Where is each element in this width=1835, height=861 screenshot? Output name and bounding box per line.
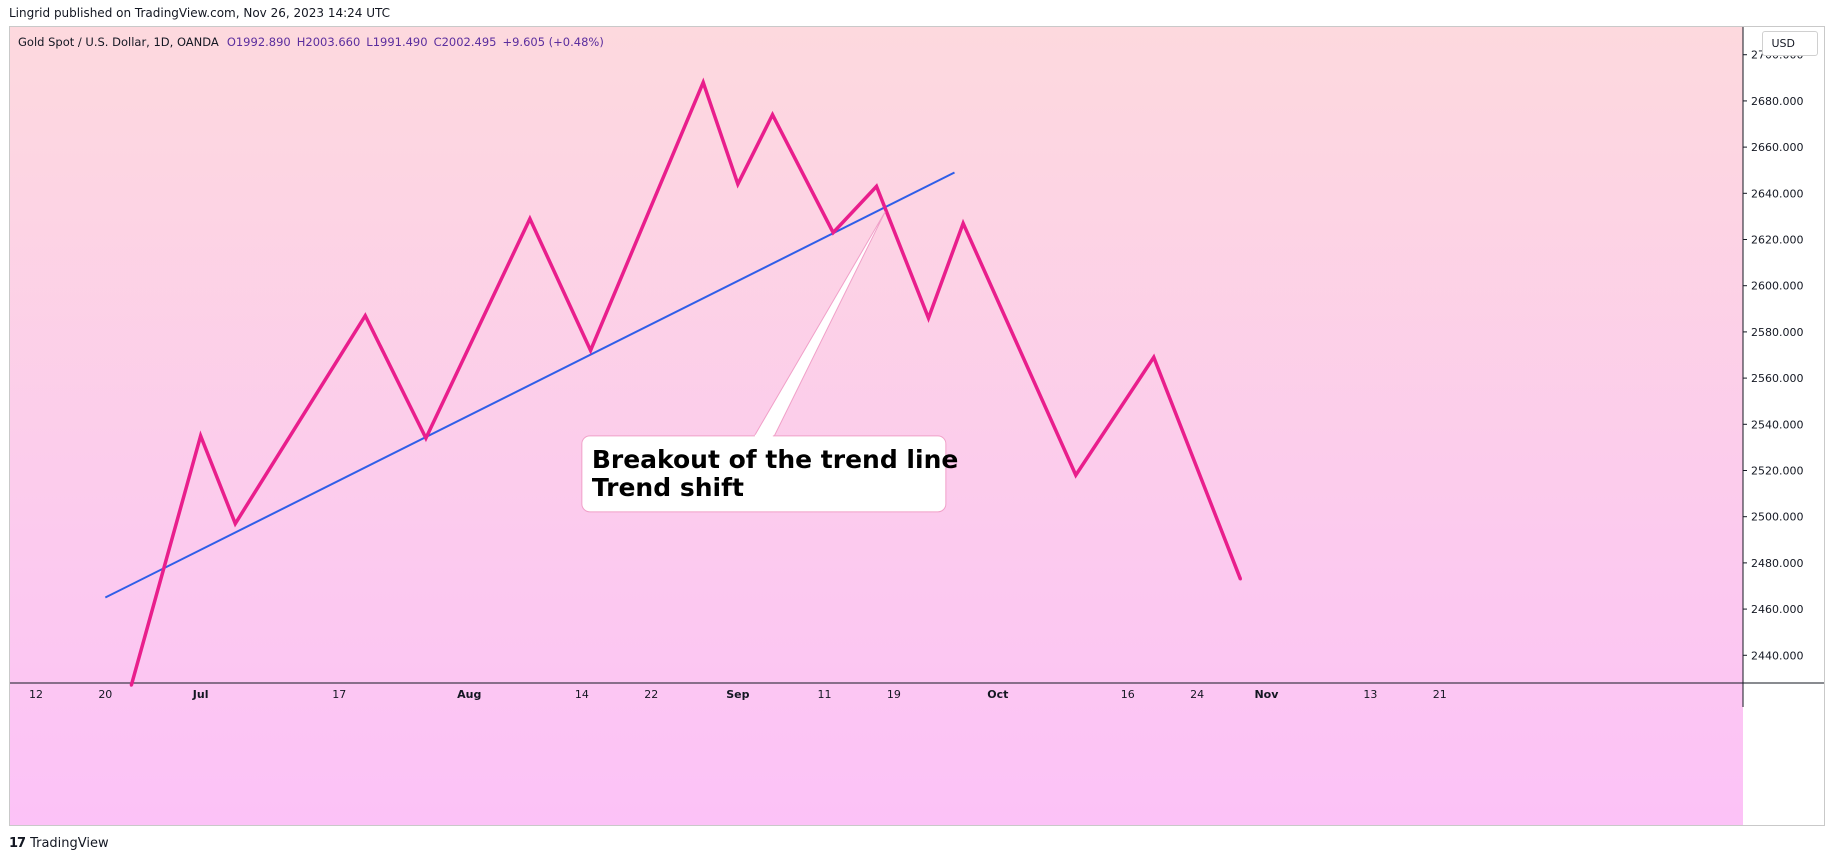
price-point bbox=[701, 80, 705, 84]
x-tick-label: Aug bbox=[457, 688, 481, 701]
y-tick-label: 2660.000 bbox=[1751, 141, 1804, 154]
x-tick-label: 14 bbox=[575, 688, 589, 701]
y-tick-label: 2460.000 bbox=[1751, 603, 1804, 616]
x-tick-label: 19 bbox=[887, 688, 901, 701]
time-axis-ticks: 12 20 Jul 17 Aug 14 22 Sep 11 19 Oct 16 24 Nov 13 21 bbox=[29, 688, 1447, 701]
footer-brand[interactable]: 17 TradingView bbox=[9, 836, 109, 851]
price-point bbox=[831, 231, 835, 235]
price-point bbox=[363, 314, 367, 318]
y-tick-label: 2640.000 bbox=[1751, 187, 1804, 200]
callout-join bbox=[754, 434, 773, 439]
x-tick-label: Oct bbox=[987, 688, 1008, 701]
price-point bbox=[129, 683, 133, 687]
y-tick-label: 2500.000 bbox=[1751, 511, 1804, 524]
x-tick-label: 22 bbox=[644, 688, 658, 701]
price-axis-panel[interactable] bbox=[1743, 27, 1825, 826]
x-tick-label: 12 bbox=[29, 688, 43, 701]
open-value: O1992.890 bbox=[226, 35, 291, 49]
close-value: C2002.495 bbox=[433, 35, 497, 49]
price-point bbox=[1238, 577, 1242, 581]
price-point bbox=[875, 184, 878, 188]
x-tick-label: 16 bbox=[1121, 688, 1135, 701]
plot-background bbox=[10, 27, 1824, 825]
chart-canvas[interactable]: 2440.000 2460.000 2480.000 2500.000 2520.000… bbox=[10, 27, 1825, 826]
callout-text-line: Trend shift bbox=[592, 473, 744, 502]
price-point bbox=[771, 113, 775, 117]
ohlc-values: O1992.890 H2003.660 L1991.490 C2002.495 +9.6… bbox=[227, 35, 610, 49]
trend-line bbox=[104, 171, 955, 599]
currency-badge[interactable]: USD bbox=[1762, 31, 1818, 56]
y-tick-label: 2560.000 bbox=[1751, 372, 1804, 385]
price-point bbox=[233, 522, 237, 526]
chart-frame[interactable]: 2440.000 2460.000 2480.000 2500.000 2520.000… bbox=[9, 26, 1825, 826]
x-tick-label: Nov bbox=[1254, 688, 1279, 701]
y-tick-label: 2580.000 bbox=[1751, 326, 1804, 339]
symbol-legend[interactable]: Gold Spot / U.S. Dollar, 1D, OANDA O1992.… bbox=[18, 35, 610, 49]
price-point bbox=[528, 217, 532, 221]
high-value: H2003.660 bbox=[296, 35, 361, 49]
brand-name: TradingView bbox=[30, 836, 109, 851]
price-point bbox=[589, 348, 593, 352]
y-tick-label: 2600.000 bbox=[1751, 280, 1804, 293]
price-point bbox=[961, 221, 965, 225]
x-tick-label: Jul bbox=[192, 688, 209, 701]
x-tick-label: 24 bbox=[1190, 688, 1204, 701]
x-tick-label: 20 bbox=[98, 688, 112, 701]
price-point bbox=[424, 436, 428, 440]
tv-logo-icon: 17 bbox=[9, 836, 26, 851]
publish-info: Lingrid published on TradingView.com, No… bbox=[9, 6, 391, 20]
x-tick-label: 17 bbox=[332, 688, 346, 701]
y-tick-label: 2680.000 bbox=[1751, 95, 1804, 108]
y-tick-label: 2620.000 bbox=[1751, 234, 1804, 247]
low-value: L1991.490 bbox=[366, 35, 428, 49]
y-tick-label: 2540.000 bbox=[1751, 418, 1804, 431]
y-tick-label: 2520.000 bbox=[1751, 464, 1804, 477]
x-tick-label: 21 bbox=[1433, 688, 1447, 701]
change-value: +9.605 (+0.48%) bbox=[502, 35, 604, 49]
y-tick-label: 2440.000 bbox=[1751, 649, 1804, 662]
callout-text-line: Breakout of the trend line bbox=[592, 445, 958, 474]
x-tick-label: 13 bbox=[1363, 688, 1377, 701]
price-point bbox=[1152, 355, 1156, 359]
price-axis-ticks: 2440.000 2460.000 2480.000 2500.000 2520.000… bbox=[1743, 49, 1804, 662]
x-tick-label: 11 bbox=[818, 688, 832, 701]
x-tick-label: Sep bbox=[726, 688, 749, 701]
y-tick-label: 2480.000 bbox=[1751, 557, 1804, 570]
price-point bbox=[199, 434, 203, 438]
price-point bbox=[1074, 473, 1078, 477]
symbol-name[interactable]: Gold Spot / U.S. Dollar, 1D, OANDA bbox=[18, 35, 219, 49]
price-point bbox=[736, 182, 740, 186]
price-point bbox=[926, 316, 930, 320]
